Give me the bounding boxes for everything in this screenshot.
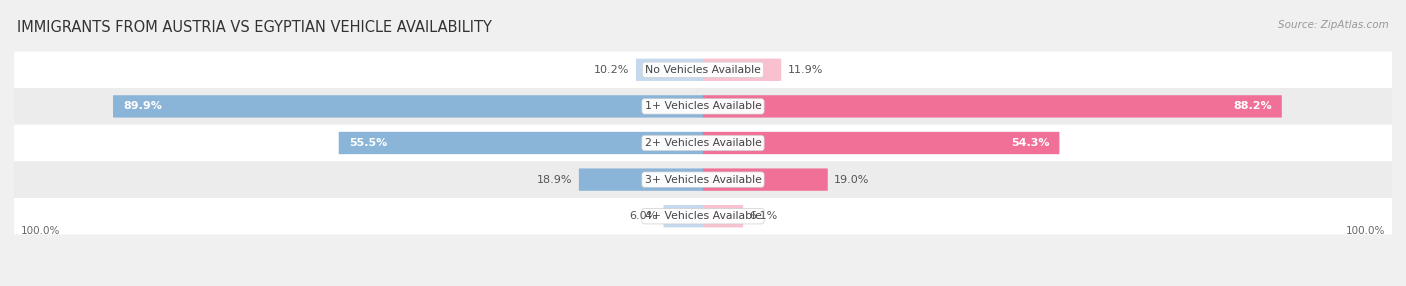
Text: 18.9%: 18.9% bbox=[537, 175, 572, 184]
Text: 6.0%: 6.0% bbox=[628, 211, 657, 221]
Text: 10.2%: 10.2% bbox=[595, 65, 630, 75]
Text: 55.5%: 55.5% bbox=[349, 138, 387, 148]
Text: 11.9%: 11.9% bbox=[787, 65, 823, 75]
FancyBboxPatch shape bbox=[703, 132, 1059, 154]
Text: 3+ Vehicles Available: 3+ Vehicles Available bbox=[644, 175, 762, 184]
Text: 2+ Vehicles Available: 2+ Vehicles Available bbox=[644, 138, 762, 148]
FancyBboxPatch shape bbox=[112, 95, 703, 118]
FancyBboxPatch shape bbox=[14, 51, 1392, 88]
Text: 100.0%: 100.0% bbox=[1346, 226, 1385, 236]
Text: IMMIGRANTS FROM AUSTRIA VS EGYPTIAN VEHICLE AVAILABILITY: IMMIGRANTS FROM AUSTRIA VS EGYPTIAN VEHI… bbox=[17, 20, 492, 35]
FancyBboxPatch shape bbox=[664, 205, 703, 227]
FancyBboxPatch shape bbox=[339, 132, 703, 154]
Text: 4+ Vehicles Available: 4+ Vehicles Available bbox=[644, 211, 762, 221]
FancyBboxPatch shape bbox=[703, 95, 1282, 118]
Text: 54.3%: 54.3% bbox=[1011, 138, 1049, 148]
Text: 100.0%: 100.0% bbox=[21, 226, 60, 236]
FancyBboxPatch shape bbox=[703, 59, 782, 81]
FancyBboxPatch shape bbox=[14, 161, 1392, 198]
Text: 89.9%: 89.9% bbox=[122, 102, 162, 111]
FancyBboxPatch shape bbox=[703, 168, 828, 191]
Text: Source: ZipAtlas.com: Source: ZipAtlas.com bbox=[1278, 20, 1389, 30]
Text: No Vehicles Available: No Vehicles Available bbox=[645, 65, 761, 75]
FancyBboxPatch shape bbox=[14, 125, 1392, 161]
FancyBboxPatch shape bbox=[579, 168, 703, 191]
FancyBboxPatch shape bbox=[703, 205, 744, 227]
Text: 19.0%: 19.0% bbox=[834, 175, 869, 184]
FancyBboxPatch shape bbox=[14, 198, 1392, 235]
Text: 88.2%: 88.2% bbox=[1233, 102, 1272, 111]
FancyBboxPatch shape bbox=[14, 88, 1392, 125]
Text: 1+ Vehicles Available: 1+ Vehicles Available bbox=[644, 102, 762, 111]
Text: 6.1%: 6.1% bbox=[749, 211, 778, 221]
FancyBboxPatch shape bbox=[636, 59, 703, 81]
